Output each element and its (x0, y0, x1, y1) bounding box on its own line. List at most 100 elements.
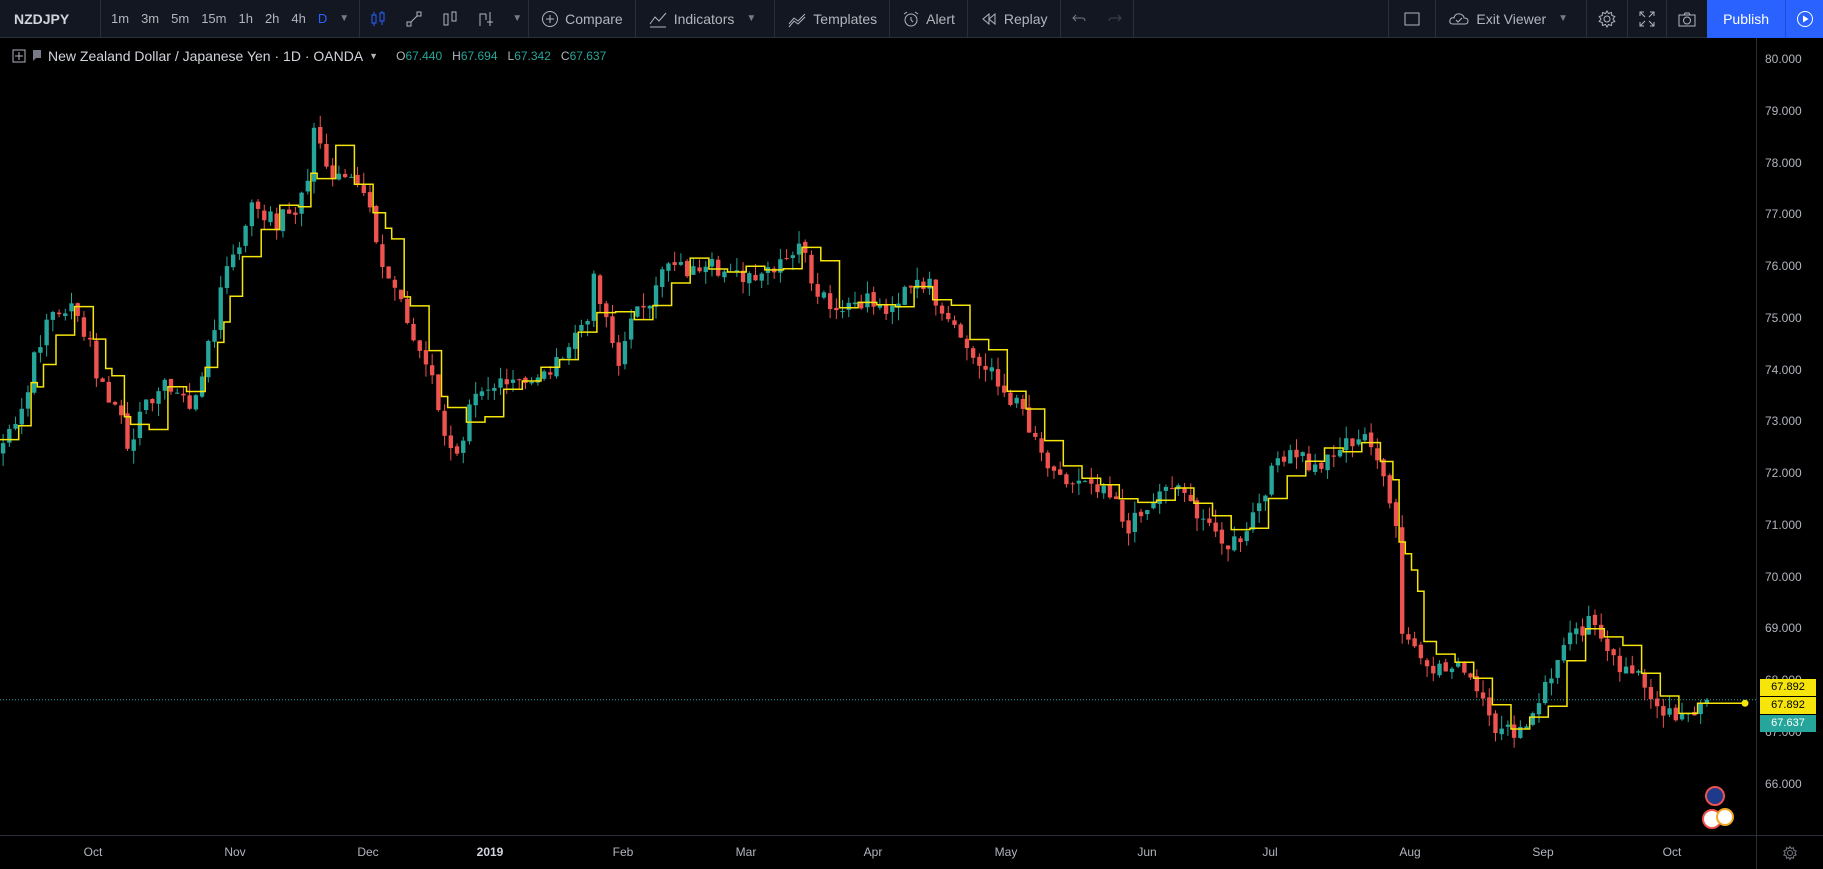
candle-body (1524, 726, 1529, 729)
candle-body (143, 399, 149, 410)
compare-button[interactable]: Compare (529, 0, 635, 38)
interval-4h-button[interactable]: 4h (291, 10, 306, 26)
candle-body (218, 287, 223, 331)
candle-body (989, 367, 994, 372)
candle-body (286, 209, 292, 214)
candles-chart-type-icon[interactable] (360, 10, 396, 28)
top-toolbar: NZDJPY 1m 3m 5m 15m 1h 2h 4h D ▼ ▼ Compa… (0, 0, 1823, 38)
candle-body (1536, 703, 1542, 715)
publish-button[interactable]: Publish (1707, 0, 1785, 38)
candle-body (1201, 518, 1206, 520)
candle-body (7, 428, 12, 443)
candle-body (156, 391, 161, 404)
price-chart[interactable] (0, 38, 1756, 835)
time-axis[interactable]: Oct Nov Dec 2019 Feb Mar Apr May Jun Jul Aug Sep Oct (0, 835, 1756, 869)
candle-body (939, 305, 945, 314)
candle-body (87, 337, 93, 340)
candle-body (1574, 628, 1579, 635)
toolbar-divider (1059, 0, 1061, 38)
candle-body (1101, 485, 1106, 494)
candle-body (1406, 634, 1411, 640)
interval-d-button[interactable]: D (317, 10, 328, 26)
candle-body (635, 306, 640, 317)
price-tick-label: 66.000 (1765, 776, 1802, 791)
indicators-dropdown-icon[interactable]: ▼ (746, 13, 757, 24)
candle-body (1138, 511, 1144, 517)
candle-body (467, 404, 472, 442)
toolbar-divider (1627, 0, 1629, 38)
legend-dropdown-icon[interactable]: ▼ (369, 51, 379, 61)
candle-body (1107, 484, 1113, 498)
candle-body (1263, 495, 1268, 502)
candle-body (504, 379, 509, 385)
candle-body (1704, 699, 1710, 704)
candle-body (380, 244, 385, 268)
templates-button[interactable]: Templates (775, 0, 889, 38)
candle-body (311, 127, 317, 182)
candle-body (597, 275, 603, 305)
candle-body (1319, 462, 1324, 469)
candle-body (1493, 713, 1498, 734)
exit-viewer-button[interactable]: Exit Viewer ▼ (1436, 0, 1586, 38)
interval-1m-button[interactable]: 1m (111, 10, 130, 26)
candle-body (1051, 466, 1057, 471)
chart-settings-corner[interactable] (1756, 835, 1823, 869)
camera-icon[interactable] (1667, 10, 1707, 28)
interval-15m-button[interactable]: 15m (201, 10, 227, 26)
chart-line-tool-icon[interactable] (468, 10, 506, 28)
play-button[interactable] (1785, 0, 1823, 38)
toolbar-divider (359, 0, 361, 38)
time-tick-label: Nov (224, 845, 246, 859)
candle-body (473, 393, 478, 406)
candle-body (187, 395, 192, 409)
toolbar-divider (634, 0, 636, 38)
series-legend: New Zealand Dollar / Japanese Yen · 1D ·… (12, 48, 606, 64)
candle-body (1368, 432, 1374, 448)
redo-icon[interactable] (1097, 10, 1133, 28)
chart-type-dropdown-icon[interactable]: ▼ (512, 13, 523, 24)
interval-dropdown-icon[interactable]: ▼ (339, 13, 350, 24)
add-symbol-icon[interactable] (12, 49, 26, 63)
candle-body (454, 446, 460, 454)
toolbar-divider (1132, 0, 1134, 38)
candle-body (243, 225, 248, 246)
interval-2h-button[interactable]: 2h (264, 10, 280, 26)
candle-body (1648, 687, 1654, 700)
candle-body (1474, 676, 1479, 692)
candle-body (896, 303, 901, 308)
time-tick-label: Apr (863, 845, 883, 859)
candle-body (1654, 698, 1660, 707)
drawing-style-icon[interactable] (396, 10, 432, 28)
layout-square-icon[interactable] (1389, 10, 1435, 28)
candle-body (485, 389, 491, 391)
candle-body (448, 435, 453, 448)
candle-body (461, 440, 466, 453)
candle-body (1468, 673, 1473, 678)
candle-body (1238, 538, 1243, 543)
symbol-title[interactable]: New Zealand Dollar / Japanese Yen · 1D ·… (48, 48, 364, 64)
gear-icon[interactable] (1587, 9, 1627, 29)
symbol-search-button[interactable]: NZDJPY (14, 10, 70, 27)
candle-body (616, 342, 621, 366)
fullscreen-icon[interactable] (1628, 10, 1666, 28)
candle-body (1039, 438, 1044, 453)
interval-3m-button[interactable]: 3m (141, 10, 160, 26)
settings-gear-icon[interactable] (1782, 845, 1798, 861)
candle-body (1281, 456, 1287, 462)
candle-body (1288, 450, 1293, 464)
replay-button[interactable]: Replay (968, 0, 1060, 38)
toolbar-divider (1435, 0, 1437, 38)
bars-style-icon[interactable] (432, 10, 468, 28)
interval-1h-button[interactable]: 1h (238, 10, 253, 26)
undo-icon[interactable] (1061, 10, 1097, 28)
candle-body (1120, 500, 1125, 522)
alert-button[interactable]: Alert (890, 0, 967, 38)
candle-body (703, 266, 708, 273)
candle-body (1207, 518, 1212, 523)
interval-5m-button[interactable]: 5m (171, 10, 190, 26)
candle-body (722, 271, 727, 278)
indicators-button[interactable]: Indicators ▼ (636, 0, 775, 38)
price-tick-label: 75.000 (1765, 310, 1802, 325)
exit-viewer-dropdown-icon[interactable]: ▼ (1558, 13, 1569, 24)
candle-body (1381, 459, 1386, 477)
